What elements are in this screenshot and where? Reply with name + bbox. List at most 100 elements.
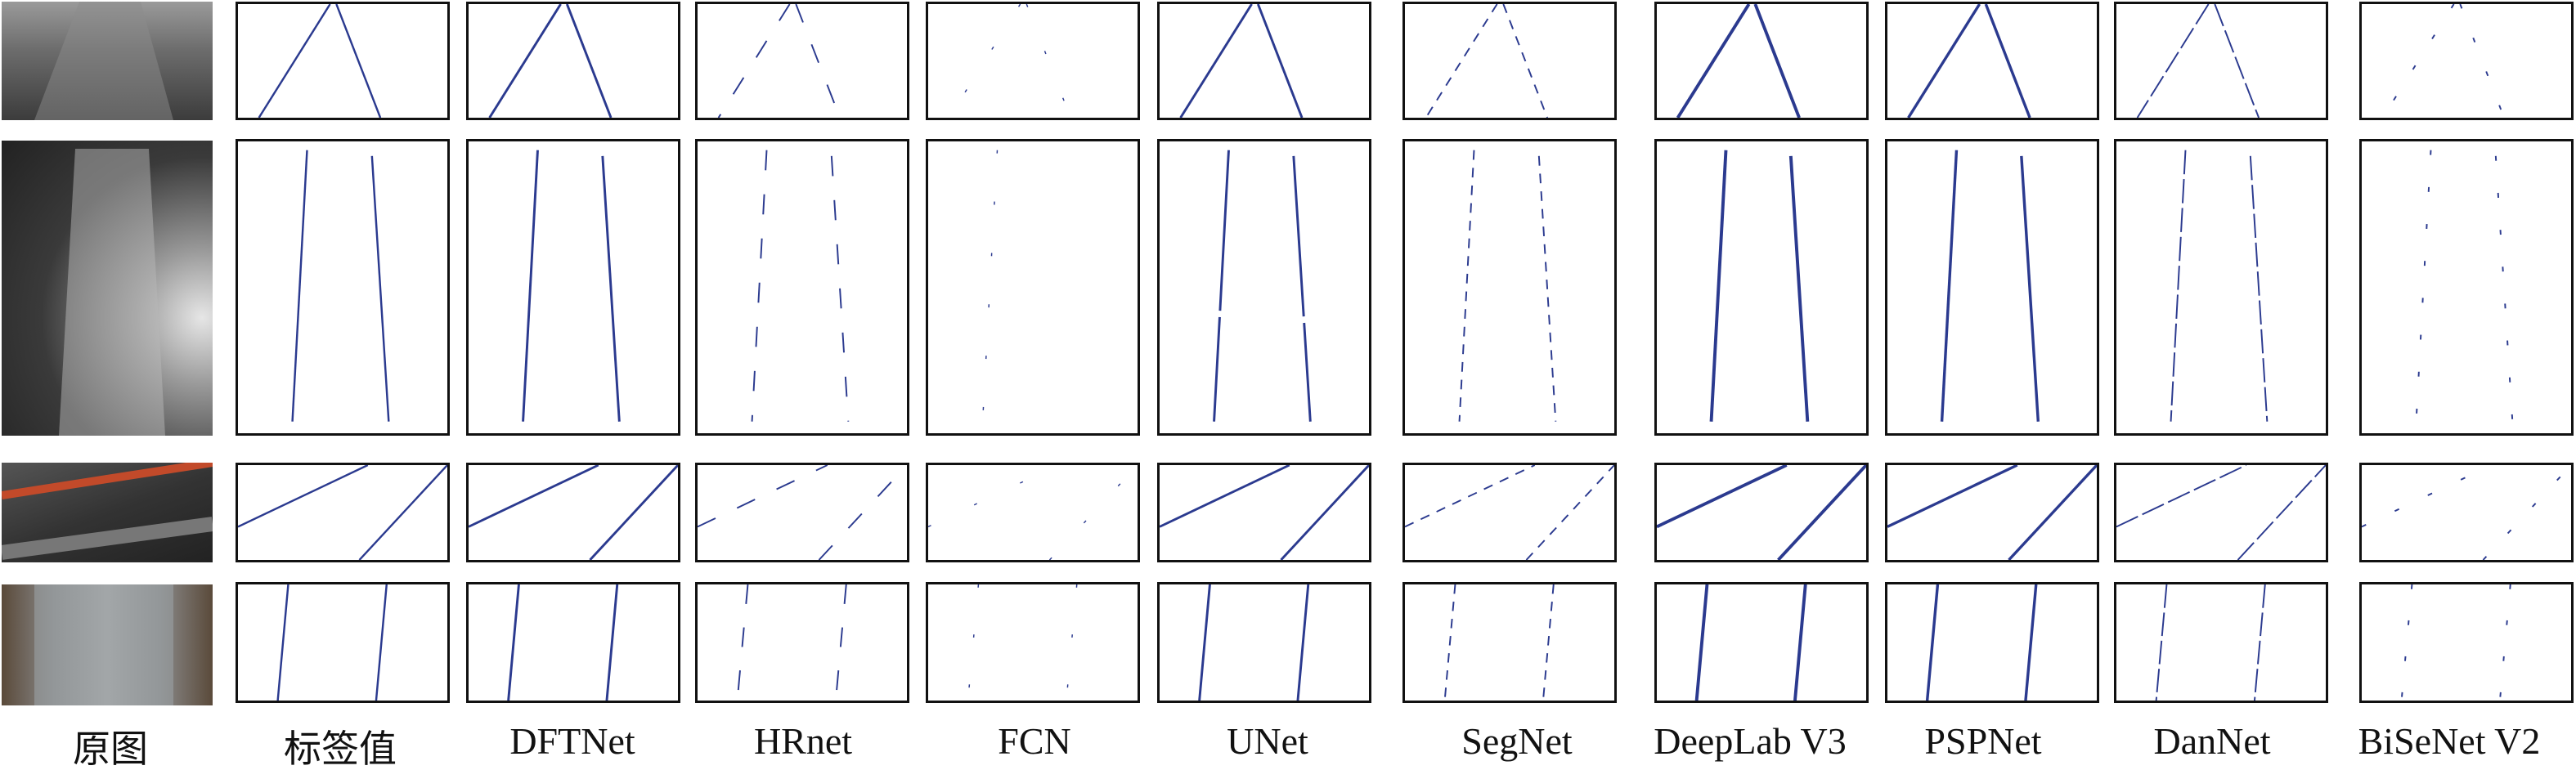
line-segment xyxy=(1753,4,1801,118)
line-segment xyxy=(1525,465,1614,560)
panel-hrnet-row-2 xyxy=(695,139,909,436)
line-segment xyxy=(834,584,847,701)
line-segment xyxy=(2494,155,2514,422)
original-image-row-1 xyxy=(2,2,213,120)
line-segment xyxy=(818,465,907,560)
line-segment xyxy=(335,4,382,118)
line-segment xyxy=(1793,584,1807,701)
panel-dannet-row-2 xyxy=(2114,139,2328,436)
panel-bisenet-v2-row-1 xyxy=(2359,2,2574,120)
label-unet: UNet xyxy=(1227,720,1308,762)
line-segment xyxy=(565,4,613,118)
line-segment xyxy=(2362,465,2493,528)
line-segment xyxy=(1292,155,1312,422)
line-segment xyxy=(1788,155,1810,422)
line-segment xyxy=(1537,155,1557,422)
panel-ground-truth-row-2 xyxy=(236,139,450,436)
line-segment xyxy=(2237,465,2326,560)
line-segment xyxy=(2498,584,2511,701)
original-image-row-4 xyxy=(2,584,213,705)
line-segment xyxy=(981,150,999,422)
line-segment xyxy=(2008,465,2097,560)
panel-deeplab-v3-row-3 xyxy=(1654,463,1869,562)
line-segment xyxy=(1048,465,1138,560)
line-segment xyxy=(2381,4,2455,118)
panel-deeplab-v3-row-2 xyxy=(1654,139,1869,436)
line-segment xyxy=(1443,584,1456,701)
line-segment xyxy=(1676,4,1751,118)
label-segnet: SegNet xyxy=(1461,720,1573,762)
line-segment xyxy=(928,465,1059,528)
panel-dftnet-row-1 xyxy=(466,2,680,120)
panel-dftnet-row-4 xyxy=(466,582,680,703)
panel-fcn-row-4 xyxy=(926,582,1140,703)
line-segment xyxy=(1198,584,1211,701)
line-segment xyxy=(258,4,331,118)
line-segment xyxy=(2024,584,2038,701)
line-segment xyxy=(276,584,289,701)
line-segment xyxy=(2482,465,2571,560)
panel-ground-truth-row-4 xyxy=(236,582,450,703)
line-segment xyxy=(589,465,678,560)
label-original: 原图 xyxy=(73,728,148,770)
label-dannet: DanNet xyxy=(2153,720,2271,762)
panel-unet-row-2 xyxy=(1157,139,1371,436)
line-segment xyxy=(795,4,841,118)
line-segment xyxy=(736,584,749,701)
label-ground-truth: 标签值 xyxy=(284,728,397,770)
original-image-row-2 xyxy=(2,141,213,436)
line-segment xyxy=(1405,465,1536,528)
panel-bisenet-v2-row-3 xyxy=(2359,463,2574,562)
panel-hrnet-row-1 xyxy=(695,2,909,120)
line-segment xyxy=(2116,465,2247,528)
label-dftnet: DFTNet xyxy=(509,720,635,762)
line-segment xyxy=(469,465,599,528)
panel-dannet-row-1 xyxy=(2114,2,2328,120)
panel-unet-row-4 xyxy=(1157,582,1371,703)
line-segment xyxy=(1542,584,1555,701)
line-segment xyxy=(1940,150,1959,422)
label-pspnet: PSPNet xyxy=(1924,720,2042,762)
line-segment xyxy=(1502,4,1548,118)
panel-deeplab-v3-row-4 xyxy=(1654,582,1869,703)
panel-pspnet-row-3 xyxy=(1885,463,2099,562)
line-segment xyxy=(698,465,828,528)
line-segment xyxy=(2249,155,2269,422)
line-segment xyxy=(751,150,768,422)
line-segment xyxy=(1256,4,1304,118)
line-segment xyxy=(1907,4,1981,118)
line-segment xyxy=(291,150,308,422)
panel-dannet-row-4 xyxy=(2114,582,2328,703)
panel-fcn-row-1 xyxy=(926,2,1140,120)
label-hrnet: HRnet xyxy=(753,720,853,762)
panel-pspnet-row-4 xyxy=(1885,582,2099,703)
line-segment xyxy=(1425,4,1498,118)
line-segment xyxy=(370,155,390,422)
panel-segnet-row-2 xyxy=(1402,139,1617,436)
line-segment xyxy=(1458,150,1475,422)
line-segment xyxy=(830,155,850,422)
line-segment xyxy=(967,584,980,701)
panel-bisenet-v2-row-2 xyxy=(2359,139,2574,436)
panel-segnet-row-4 xyxy=(1402,582,1617,703)
line-segment xyxy=(1160,465,1290,528)
line-segment xyxy=(2155,584,2168,701)
panel-dftnet-row-2 xyxy=(466,139,680,436)
line-segment xyxy=(375,584,388,701)
panel-fcn-row-2 xyxy=(926,139,1140,436)
line-segment xyxy=(1657,465,1788,529)
line-segment xyxy=(605,584,619,701)
line-segment xyxy=(2136,4,2210,118)
line-segment xyxy=(507,584,520,701)
panel-ground-truth-row-3 xyxy=(236,463,450,562)
line-segment xyxy=(1213,150,1230,422)
line-segment xyxy=(948,4,1021,118)
line-segment xyxy=(1984,4,2031,118)
line-segment xyxy=(2253,584,2266,701)
panel-hrnet-row-4 xyxy=(695,582,909,703)
panel-hrnet-row-3 xyxy=(695,463,909,562)
label-deeplab-v3: DeepLab V3 xyxy=(1654,720,1847,762)
panel-unet-row-1 xyxy=(1157,2,1371,120)
label-fcn: FCN xyxy=(998,720,1071,762)
line-segment xyxy=(358,465,447,560)
